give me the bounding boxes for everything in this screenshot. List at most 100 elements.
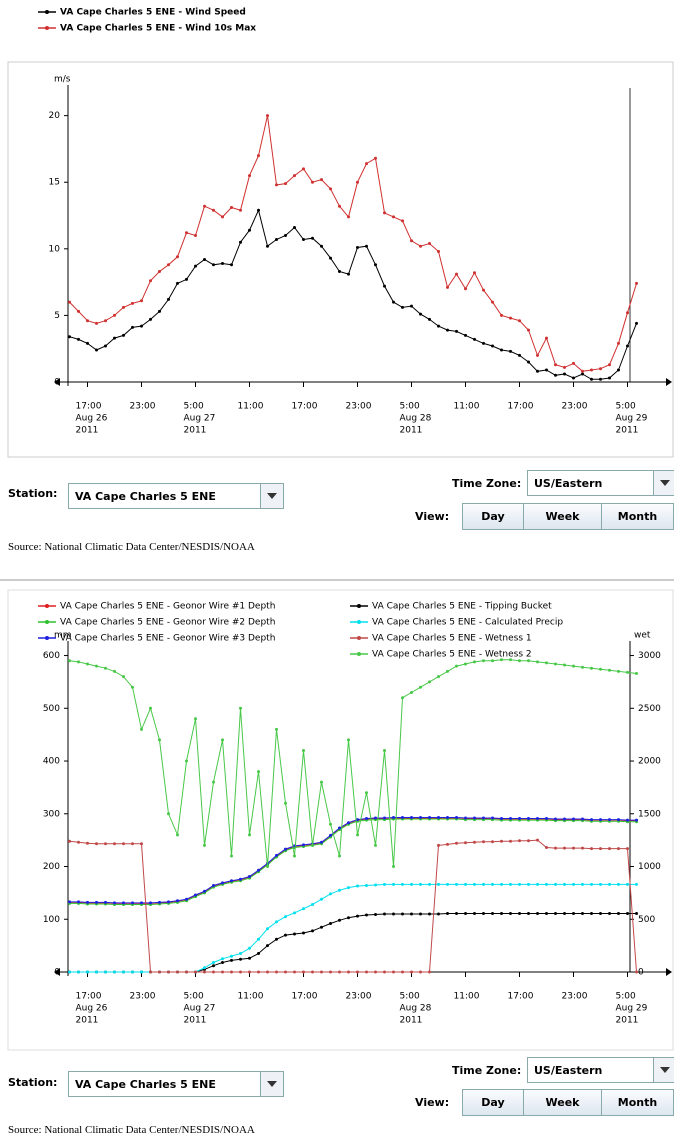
x-tick-label: Aug 29 — [616, 414, 648, 424]
series-line — [68, 114, 638, 373]
legend-dot — [357, 636, 361, 640]
x-tick-label: 23:00 — [130, 402, 156, 412]
x-tick-label: 2011 — [400, 426, 423, 436]
legend-label: VA Cape Charles 5 ENE - Tipping Bucket — [372, 602, 552, 612]
view-button[interactable]: Week — [523, 1089, 602, 1116]
legend-dot — [45, 604, 49, 608]
x-tick-label: 17:00 — [508, 402, 534, 412]
dropdown-arrow[interactable] — [653, 1058, 674, 1082]
legend-dot — [45, 10, 49, 14]
x-tick-label: Aug 28 — [400, 1004, 432, 1014]
axis-arrow — [666, 968, 672, 976]
x-tick-label: 11:00 — [454, 402, 480, 412]
x-tick-label: 5:00 — [184, 992, 204, 1002]
x-tick-label: 23:00 — [130, 992, 156, 1002]
y-tick-label: 500 — [43, 704, 60, 714]
y-axis-label: mm — [54, 631, 72, 641]
legend-label: VA Cape Charles 5 ENE - Wetness 1 — [372, 634, 532, 644]
x-tick-label: 23:00 — [562, 992, 588, 1002]
legend-dot — [357, 604, 361, 608]
legend-dot — [45, 620, 49, 624]
station-select[interactable]: VA Cape Charles 5 ENE — [68, 483, 284, 509]
y2-axis-label: wet — [634, 631, 651, 641]
x-tick-label: 5:00 — [400, 402, 420, 412]
y-tick-label: 100 — [43, 915, 60, 925]
legend-label: VA Cape Charles 5 ENE - Calculated Preci… — [372, 618, 563, 628]
series-line — [68, 658, 638, 868]
x-tick-label: 17:00 — [508, 992, 534, 1002]
x-tick-label: 2011 — [616, 426, 639, 436]
x-tick-label: 23:00 — [562, 402, 588, 412]
y2-tick-label: 2000 — [638, 757, 661, 767]
x-tick-label: 5:00 — [616, 992, 636, 1002]
view-label: View: — [415, 510, 450, 523]
y2-tick-label: 3000 — [638, 651, 661, 661]
y-tick-label: 0 — [54, 378, 60, 388]
view-button[interactable]: Month — [601, 1089, 674, 1116]
y2-tick-label: 1500 — [638, 809, 661, 819]
legend-label: VA Cape Charles 5 ENE - Wind 10s Max — [60, 24, 256, 34]
timezone-select[interactable]: US/Eastern — [527, 470, 674, 496]
x-tick-label: 23:00 — [346, 992, 372, 1002]
station-value: VA Cape Charles 5 ENE — [75, 489, 216, 503]
timezone-label: Time Zone: — [452, 1064, 522, 1077]
x-tick-label: 17:00 — [76, 992, 102, 1002]
x-tick-label: 2011 — [184, 426, 207, 436]
x-tick-label: 23:00 — [346, 402, 372, 412]
view-button[interactable]: Week — [523, 503, 602, 530]
dropdown-arrow[interactable] — [653, 471, 674, 495]
timezone-value: US/Eastern — [534, 476, 603, 490]
legend-dot — [45, 636, 49, 640]
y-tick-label: 600 — [43, 651, 60, 661]
dropdown-arrow[interactable] — [260, 484, 283, 508]
x-tick-label: 11:00 — [238, 992, 264, 1002]
station-select[interactable]: VA Cape Charles 5 ENE — [68, 1071, 284, 1097]
legend-dot — [357, 620, 361, 624]
axis-arrow — [54, 378, 60, 386]
y-tick-label: 10 — [49, 244, 61, 254]
x-tick-label: Aug 27 — [184, 414, 216, 424]
x-tick-label: Aug 29 — [616, 1004, 648, 1014]
legend-label: VA Cape Charles 5 ENE - Geonor Wire #3 D… — [60, 634, 275, 644]
source: Source: National Climatic Data Center/NE… — [8, 541, 255, 553]
axis-arrow — [54, 968, 60, 976]
y-tick-label: 5 — [54, 311, 60, 321]
y2-tick-label: 2500 — [638, 704, 661, 714]
y-axis-label: m/s — [54, 75, 71, 85]
x-tick-label: 2011 — [76, 426, 99, 436]
x-tick-label: 5:00 — [616, 402, 636, 412]
x-tick-label: 11:00 — [238, 402, 264, 412]
legend-label: VA Cape Charles 5 ENE - Wind Speed — [60, 8, 246, 18]
view-label: View: — [415, 1096, 450, 1109]
x-tick-label: 2011 — [76, 1016, 99, 1026]
x-tick-label: 5:00 — [400, 992, 420, 1002]
timezone-select[interactable]: US/Eastern — [527, 1057, 674, 1083]
y2-tick-label: 0 — [638, 968, 644, 978]
dropdown-arrow[interactable] — [260, 1072, 283, 1096]
view-button[interactable]: Day — [462, 1089, 524, 1116]
y-tick-label: 20 — [49, 111, 61, 121]
legend-dot — [45, 26, 49, 30]
view-button[interactable]: Day — [462, 503, 524, 530]
view-button[interactable]: Month — [601, 503, 674, 530]
y-tick-label: 15 — [49, 178, 60, 188]
x-tick-label: Aug 27 — [184, 1004, 216, 1014]
station-value: VA Cape Charles 5 ENE — [75, 1077, 216, 1091]
station-label: Station: — [8, 1076, 58, 1089]
axis-arrow — [666, 378, 672, 386]
x-tick-label: 17:00 — [292, 402, 318, 412]
y-tick-label: 200 — [43, 862, 60, 872]
station-label: Station: — [8, 487, 58, 500]
x-tick-label: 17:00 — [76, 402, 102, 412]
chart-panel — [7, 61, 674, 458]
legend-label: VA Cape Charles 5 ENE - Geonor Wire #1 D… — [60, 602, 275, 612]
x-tick-label: Aug 26 — [76, 414, 108, 424]
timezone-label: Time Zone: — [452, 477, 522, 490]
x-tick-label: 2011 — [616, 1016, 639, 1026]
legend-label: VA Cape Charles 5 ENE - Geonor Wire #2 D… — [60, 618, 275, 628]
x-tick-label: 11:00 — [454, 992, 480, 1002]
x-tick-label: 17:00 — [292, 992, 318, 1002]
x-tick-label: 2011 — [184, 1016, 207, 1026]
